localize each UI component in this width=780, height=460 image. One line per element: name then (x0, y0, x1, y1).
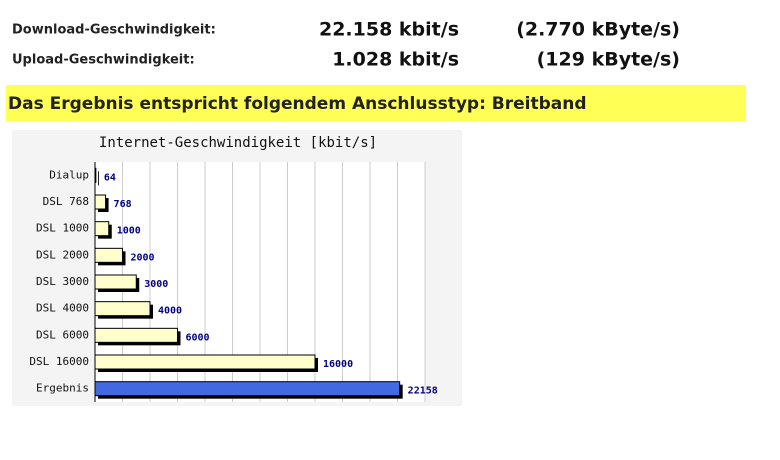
download-label: Download-Geschwindigkeit: (12, 23, 216, 38)
banner: Das Ergebnis entspricht folgendem Anschl… (8, 94, 587, 114)
bar-shadow (98, 171, 99, 186)
banner-bg (6, 85, 746, 121)
y-tick-label: DSL 4000 (36, 302, 89, 315)
y-tick-label: Dialup (49, 168, 89, 181)
upload-kbyte: (129 kByte/s) (537, 49, 680, 71)
bar (94, 381, 401, 397)
data-label: 6000 (186, 332, 210, 343)
y-tick-label: DSL 768 (43, 195, 89, 208)
bar (94, 247, 123, 263)
bar (94, 194, 107, 210)
y-tick-label: DSL 3000 (36, 275, 89, 288)
bar (94, 327, 178, 343)
download-kbit: 22.158 kbit/s (319, 19, 459, 41)
upload-label: Upload-Geschwindigkeit: (12, 53, 195, 68)
data-label: 4000 (158, 306, 182, 317)
data-label: 3000 (144, 279, 168, 290)
data-label: 64 (104, 172, 116, 183)
y-tick-label: DSL 16000 (29, 355, 89, 368)
bar (94, 167, 97, 183)
data-label: 1000 (117, 226, 141, 237)
download-kbyte: (2.770 kByte/s) (516, 19, 680, 41)
y-tick-label: Ergebnis (36, 382, 89, 395)
bar (94, 354, 316, 370)
data-label: 2000 (131, 252, 155, 263)
y-tick-label: DSL 6000 (36, 328, 89, 341)
data-label: 22158 (408, 386, 438, 397)
y-tick-label: DSL 2000 (36, 248, 89, 261)
bar (94, 274, 137, 290)
bar (94, 221, 110, 237)
upload-kbit: 1.028 kbit/s (332, 49, 459, 71)
y-tick-label: DSL 1000 (36, 222, 89, 235)
bar (94, 301, 151, 317)
data-label: 16000 (323, 359, 353, 370)
chart-title: Internet-Geschwindigkeit [kbit/s] (99, 135, 377, 151)
data-label: 768 (114, 199, 132, 210)
